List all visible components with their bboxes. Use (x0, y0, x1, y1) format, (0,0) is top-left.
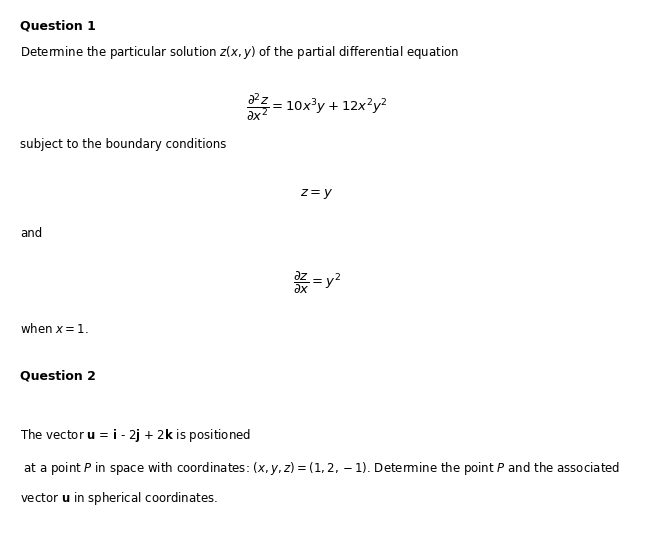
Text: The vector $\mathbf{u}$ = $\mathbf{i}$ - 2$\mathbf{j}$ + 2$\mathbf{k}$ is positi: The vector $\mathbf{u}$ = $\mathbf{i}$ -… (20, 427, 251, 444)
Text: Question 1: Question 1 (20, 19, 96, 33)
Text: vector $\mathbf{u}$ in spherical coordinates.: vector $\mathbf{u}$ in spherical coordin… (20, 490, 218, 507)
Text: $\dfrac{\partial z}{\partial x} = y^2$: $\dfrac{\partial z}{\partial x} = y^2$ (293, 270, 341, 296)
Text: subject to the boundary conditions: subject to the boundary conditions (20, 138, 226, 151)
Text: and: and (20, 227, 42, 240)
Text: Question 2: Question 2 (20, 369, 96, 382)
Text: $\dfrac{\partial^2 z}{\partial x^2} = 10x^3y + 12x^2y^2$: $\dfrac{\partial^2 z}{\partial x^2} = 10… (246, 91, 388, 123)
Text: when $x = 1$.: when $x = 1$. (20, 322, 88, 336)
Text: Determine the particular solution $z(x, y)$ of the partial differential equation: Determine the particular solution $z(x, … (20, 44, 459, 61)
Text: at a point $P$ in space with coordinates: $(x, y, z) = (1, 2, -1)$. Determine th: at a point $P$ in space with coordinates… (20, 460, 620, 477)
Text: $z = y$: $z = y$ (300, 187, 333, 201)
